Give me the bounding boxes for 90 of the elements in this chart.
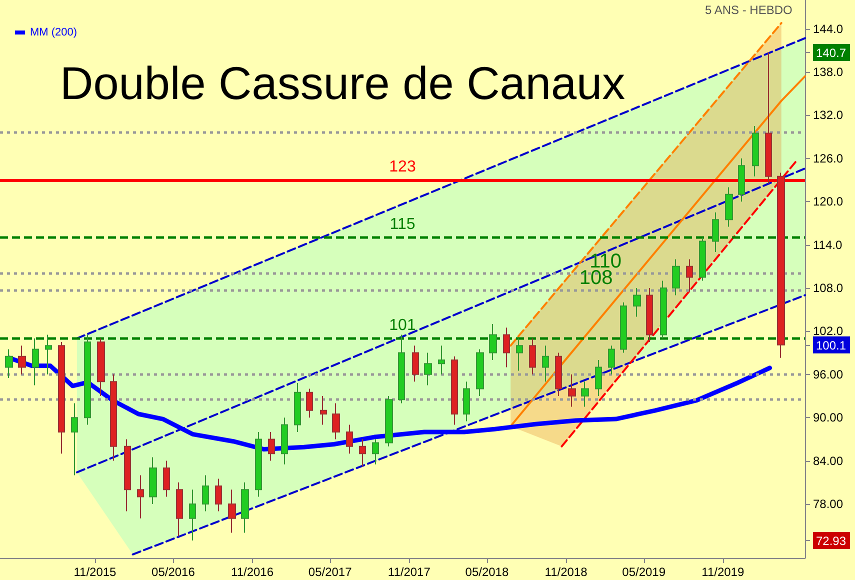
candlestick [699,237,706,282]
candlestick [463,381,470,422]
y-tick-label: 100.1 [816,338,846,352]
candlestick [503,327,510,368]
y-tick-label: 138.0 [813,65,844,79]
candlestick [176,482,183,537]
candlestick [124,438,131,512]
candlestick [110,374,117,462]
candlestick [595,360,602,396]
candlestick [765,52,772,184]
candlestick [189,489,196,542]
candlestick [32,338,39,386]
candlestick [149,456,157,504]
y-tick-label: 140.7 [816,46,846,60]
candlestick [424,352,432,386]
candlestick [202,474,209,512]
x-tick-label: 11/2017 [388,565,431,579]
candlestick [555,352,562,396]
candlestick [398,334,405,404]
y-tick-label: 90.00 [813,410,844,425]
candlestick [476,348,484,396]
candlestick [581,381,589,408]
candlestick [489,324,497,360]
text: Double Cassure de Canaux [60,57,626,109]
candlestick [320,396,327,426]
candlestick [215,478,222,512]
candlestick [306,388,313,418]
candlestick [529,338,536,375]
y-tick-label: 120.0 [813,194,844,209]
y-tick-label: 108.0 [813,281,844,295]
candlestick [412,345,419,382]
candlestick [241,482,249,534]
candlestick [45,334,52,375]
y-tick-label: 144.0 [813,22,844,36]
candlestick [97,338,105,396]
candlestick [568,374,576,408]
candlestick [777,172,785,358]
ref-line-label: 123 [389,158,416,176]
candlestick [228,489,236,534]
annotation: 5 ANS - HEBDO [704,3,792,17]
candlestick [71,402,78,476]
y-tick-label: 72.93 [816,534,846,548]
y-tick-label: 114.0 [813,238,842,252]
candlestick [255,432,262,498]
candlestick [372,438,379,465]
candlestick [359,438,366,468]
candlestick [752,126,759,177]
y-tick-label: 102.0 [813,324,844,338]
candlestick [660,280,667,339]
candlestick [5,348,13,378]
x-tick-label: 11/2019 [702,565,744,579]
x-tick-label: 11/2018 [544,565,588,579]
candlestick [18,345,26,375]
candlestick [438,345,445,375]
candlestick [738,158,745,202]
candlestick [385,396,393,447]
candlestick [686,258,693,292]
ref-line-label: 115 [390,216,416,234]
x-tick-label: 05/2016 [152,565,196,579]
x-tick-label: 11/2015 [74,565,117,579]
candlestick [137,474,144,519]
candlestick [163,460,170,498]
candlestick [712,212,719,252]
y-tick-label: 96.00 [813,367,844,382]
candlestick [672,258,680,296]
candlestick [516,338,523,372]
candlestick [542,345,549,382]
candlestick [451,356,458,426]
candlestick [294,382,301,432]
candlestick [608,345,615,375]
y-tick-label: 78.00 [813,497,844,511]
x-tick-label: 11/2016 [231,565,274,579]
ref-line-label: 101 [389,316,416,334]
legend-label: MM (200) [30,26,78,38]
candlestick [620,302,627,354]
x-tick-label: 05/2019 [622,565,666,579]
candlestick [725,186,733,228]
candlestick [281,417,288,465]
candlestick [332,402,340,440]
candlestick [58,342,65,454]
candlestick [268,432,275,462]
y-tick-label: 84.00 [813,454,844,468]
x-tick-label: 05/2018 [465,565,509,579]
candlestick [633,288,641,318]
x-tick-label: 05/2017 [308,565,352,579]
candlestick [84,334,91,426]
candlestick [646,288,653,342]
y-tick-label: 126.0 [813,151,844,166]
y-tick-label: 132.0 [813,108,844,122]
candlestick [346,424,353,454]
